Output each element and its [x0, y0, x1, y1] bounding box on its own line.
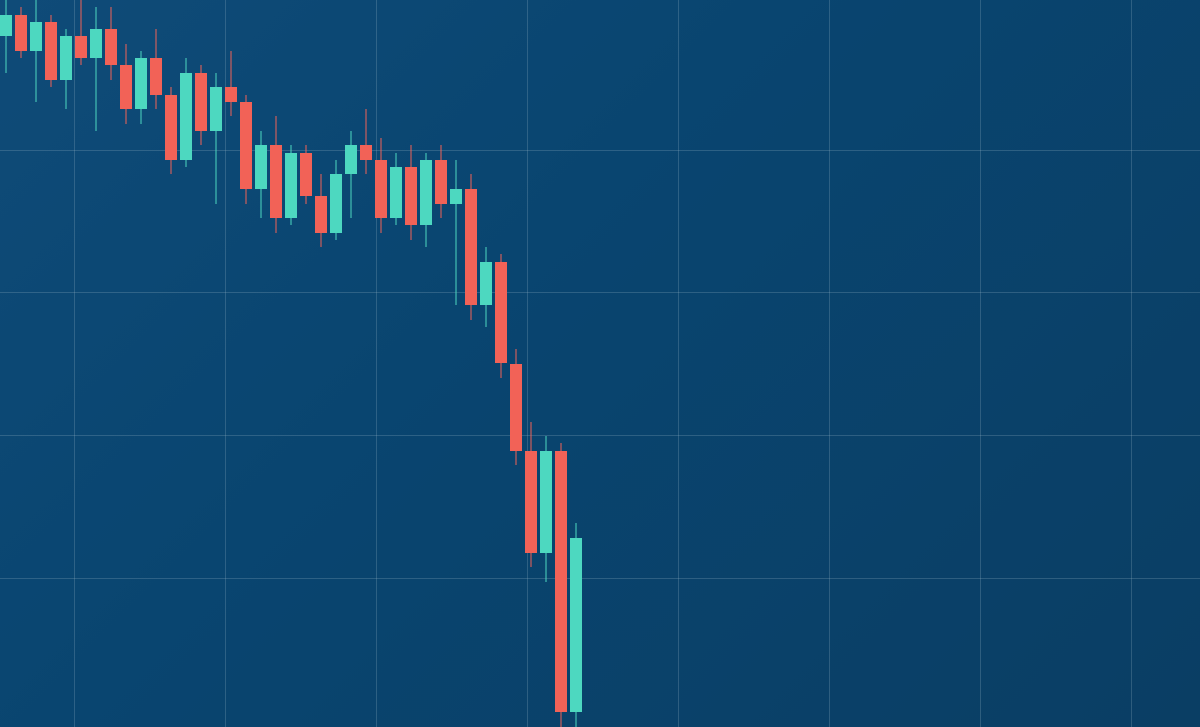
candle-body [225, 87, 237, 102]
candle-body [135, 58, 147, 109]
candle-body [315, 196, 327, 232]
candle-body [540, 451, 552, 553]
candle-body [570, 538, 582, 712]
candle [435, 0, 447, 727]
candle [360, 0, 372, 727]
candle-body [90, 29, 102, 58]
candle-body [330, 174, 342, 232]
candle-body [390, 167, 402, 218]
candle [555, 0, 567, 727]
candle [225, 0, 237, 727]
candle-body [165, 95, 177, 160]
candle [150, 0, 162, 727]
grid-line-vertical [678, 0, 679, 727]
candle [390, 0, 402, 727]
candle-body [30, 22, 42, 51]
candle-body [420, 160, 432, 225]
candle-wick [36, 0, 37, 102]
candlestick-chart [0, 0, 1200, 727]
candle-body [60, 36, 72, 80]
candle [75, 0, 87, 727]
candle [540, 0, 552, 727]
candle-body [150, 58, 162, 94]
candle [405, 0, 417, 727]
candle-body [510, 364, 522, 451]
candle-body [15, 15, 27, 51]
candle-body [450, 189, 462, 204]
candle-body [300, 153, 312, 197]
candle [195, 0, 207, 727]
candle [525, 0, 537, 727]
candle [465, 0, 477, 727]
candle [15, 0, 27, 727]
candle-body [240, 102, 252, 189]
candle-wick [96, 7, 97, 131]
candle [330, 0, 342, 727]
grid-line-vertical [829, 0, 830, 727]
candle-body [270, 145, 282, 218]
candle [315, 0, 327, 727]
candle-body [360, 145, 372, 160]
candle-wick [231, 51, 232, 116]
candle [420, 0, 432, 727]
candle [570, 0, 582, 727]
candle [105, 0, 117, 727]
candle [480, 0, 492, 727]
grid-line-vertical [1131, 0, 1132, 727]
candle [495, 0, 507, 727]
candle [510, 0, 522, 727]
candle [255, 0, 267, 727]
grid-line-vertical [980, 0, 981, 727]
candle-body [525, 451, 537, 553]
candle-wick [6, 0, 7, 73]
candle-wick [351, 131, 352, 218]
candle [60, 0, 72, 727]
candle-body [345, 145, 357, 174]
candle [300, 0, 312, 727]
candle-body [375, 160, 387, 218]
candle [180, 0, 192, 727]
candle [45, 0, 57, 727]
candle [30, 0, 42, 727]
candle-body [255, 145, 267, 189]
candle [450, 0, 462, 727]
candle-body [495, 262, 507, 364]
candle-body [465, 189, 477, 305]
candle [165, 0, 177, 727]
candle [135, 0, 147, 727]
candle-body [45, 22, 57, 80]
candle [90, 0, 102, 727]
candle-body [555, 451, 567, 713]
candle-body [405, 167, 417, 225]
candle-wick [366, 109, 367, 174]
candle [210, 0, 222, 727]
candle-body [195, 73, 207, 131]
candle-body [480, 262, 492, 306]
candle [0, 0, 12, 727]
candle-body [435, 160, 447, 204]
candle [345, 0, 357, 727]
candle-body [75, 36, 87, 58]
candle [375, 0, 387, 727]
candle-body [180, 73, 192, 160]
candle [270, 0, 282, 727]
candle [120, 0, 132, 727]
candle-body [105, 29, 117, 65]
candle-body [285, 153, 297, 218]
candle-body [210, 87, 222, 131]
candle [240, 0, 252, 727]
candle-body [0, 15, 12, 37]
candle-wick [456, 160, 457, 305]
candle [285, 0, 297, 727]
candle-body [120, 65, 132, 109]
